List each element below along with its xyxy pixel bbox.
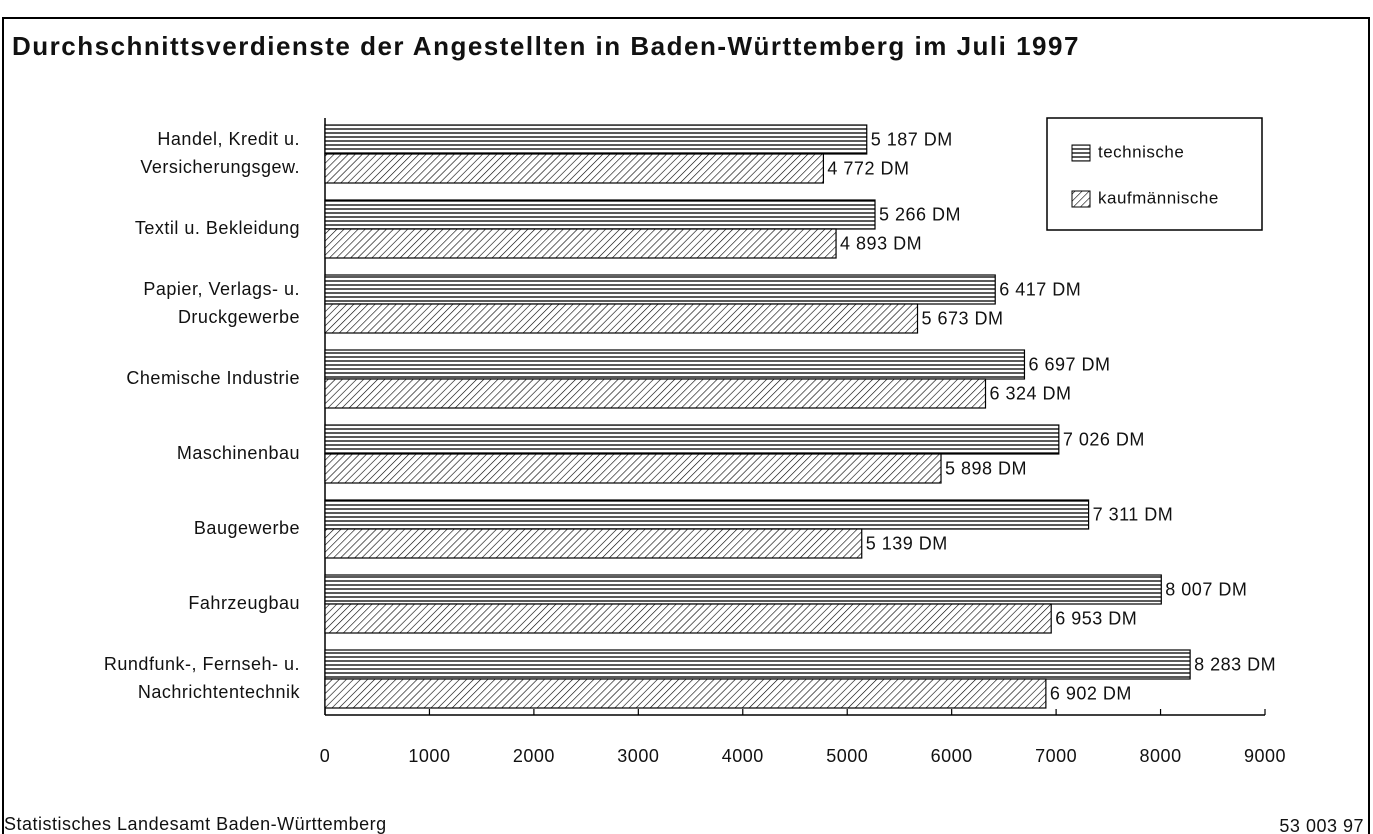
y-tick-label: Baugewerbe: [194, 518, 300, 538]
value-label: 6 324 DM: [990, 383, 1072, 403]
legend: [1046, 117, 1263, 231]
value-label: 5 139 DM: [866, 533, 948, 553]
x-tick-label: 5000: [826, 746, 868, 766]
y-tick-label: Papier, Verlags- u.: [143, 279, 300, 299]
y-tick-label: Fahrzeugbau: [188, 593, 300, 613]
bar: [324, 199, 876, 230]
x-tick-label: 9000: [1244, 746, 1286, 766]
chart-title: Durchschnittsverdienste der Angestellten…: [12, 31, 1080, 61]
x-tick-label: 2000: [513, 746, 555, 766]
x-tick-label: 7000: [1035, 746, 1077, 766]
value-label: 5 187 DM: [871, 129, 953, 149]
value-label: 5 673 DM: [922, 308, 1004, 328]
value-label: 5 266 DM: [879, 204, 961, 224]
y-tick-label: Chemische Industrie: [126, 368, 300, 388]
bar: [324, 649, 1191, 680]
value-label: 7 311 DM: [1093, 504, 1174, 524]
y-tick-label: Druckgewerbe: [178, 307, 300, 327]
legend-swatch: [1071, 190, 1091, 208]
bar: [324, 349, 1026, 380]
bar: [324, 528, 863, 559]
y-tick-label: Versicherungsgew.: [140, 157, 300, 177]
y-tick-label: Handel, Kredit u.: [157, 129, 300, 149]
bar: [324, 453, 942, 484]
x-tick-label: 0: [320, 746, 331, 766]
bar: [324, 124, 868, 155]
x-tick-label: 1000: [408, 746, 450, 766]
legend-label: technische: [1098, 142, 1184, 161]
value-label: 8 007 DM: [1165, 579, 1247, 599]
value-label: 6 417 DM: [999, 279, 1081, 299]
code: 53 003 97: [1279, 816, 1364, 834]
x-tick-label: 3000: [617, 746, 659, 766]
y-tick-label: Rundfunk-, Fernseh- u.: [104, 654, 300, 674]
bar: [324, 499, 1090, 530]
source: Statistisches Landesamt Baden-Württember…: [4, 814, 387, 834]
bar: [324, 574, 1162, 605]
value-label: 4 772 DM: [827, 158, 909, 178]
frame: [2, 17, 1370, 834]
value-label: 6 953 DM: [1055, 608, 1137, 628]
bar: [324, 303, 919, 334]
legend-label: kaufmännische: [1098, 188, 1219, 207]
bar: [324, 153, 825, 184]
y-tick-label: Nachrichtentechnik: [138, 682, 301, 702]
bar: [324, 378, 987, 409]
value-label: 4 893 DM: [840, 233, 922, 253]
value-label: 6 697 DM: [1028, 354, 1110, 374]
value-label: 6 902 DM: [1050, 683, 1132, 703]
legend-swatch: [1071, 144, 1091, 162]
bar: [324, 228, 837, 259]
x-tick-label: 8000: [1140, 746, 1182, 766]
y-tick-label: Maschinenbau: [177, 443, 300, 463]
x-tick-label: 6000: [931, 746, 973, 766]
bar: [324, 603, 1052, 634]
bar: [324, 678, 1047, 709]
y-tick-label: Textil u. Bekleidung: [135, 218, 300, 238]
bar: [324, 424, 1060, 455]
value-label: 5 898 DM: [945, 458, 1027, 478]
bar: [324, 274, 996, 305]
x-tick-label: 4000: [722, 746, 764, 766]
value-label: 7 026 DM: [1063, 429, 1145, 449]
value-label: 8 283 DM: [1194, 654, 1276, 674]
